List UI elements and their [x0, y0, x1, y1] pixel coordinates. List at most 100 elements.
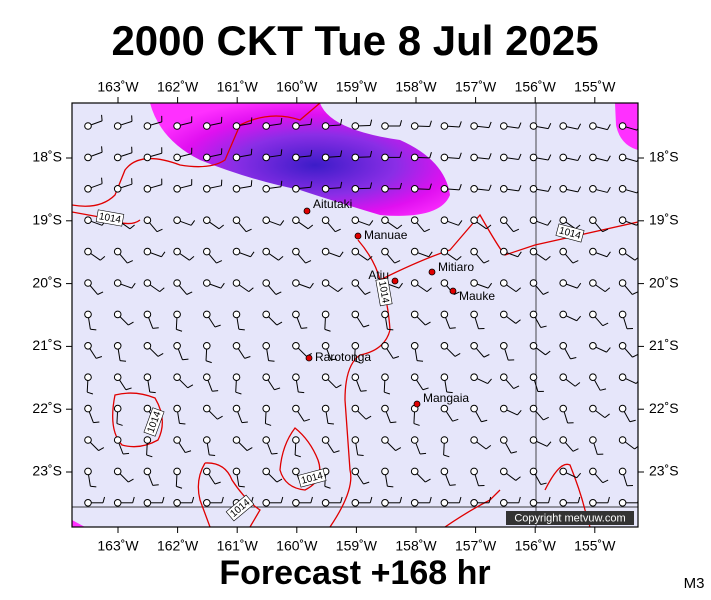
station	[203, 310, 211, 319]
barb-flag	[369, 150, 373, 157]
barb-flag	[246, 447, 253, 452]
copyright-box	[506, 511, 634, 525]
footer: Forecast +168 hr	[219, 554, 490, 592]
station	[351, 216, 360, 224]
station	[382, 531, 389, 538]
station	[559, 153, 568, 162]
station	[232, 342, 241, 350]
station	[440, 467, 449, 476]
barb-flag	[218, 224, 225, 230]
station	[262, 499, 271, 507]
station	[441, 531, 448, 538]
lon-label: 156˚W	[515, 538, 557, 554]
barb-flag	[518, 153, 522, 160]
station	[440, 436, 449, 444]
station	[530, 531, 537, 538]
station	[292, 216, 300, 224]
barb-flag	[429, 152, 432, 159]
station	[618, 373, 627, 382]
isobar-label-text: 1014	[98, 211, 122, 226]
barb-flag	[250, 180, 253, 187]
station	[589, 342, 597, 350]
station	[143, 153, 152, 162]
barb-flag	[238, 485, 245, 488]
barb-flag	[214, 324, 221, 328]
station	[173, 499, 181, 507]
frame	[71, 102, 639, 528]
barb-flag	[101, 114, 103, 121]
barb-flag	[99, 255, 106, 261]
barb-flag	[156, 228, 163, 233]
barb-flag	[542, 291, 549, 295]
barb-flag	[572, 448, 579, 452]
station	[618, 185, 627, 193]
place-label: Rarotonga	[315, 350, 371, 364]
station	[321, 185, 330, 193]
barb-flag	[280, 496, 284, 503]
barb-flag	[125, 387, 132, 391]
station	[618, 153, 627, 162]
lat-label: 19˚S	[32, 212, 62, 228]
station	[410, 122, 419, 130]
station	[529, 373, 538, 382]
station	[292, 467, 300, 476]
barb-flag	[250, 117, 253, 124]
barb-flag	[220, 282, 225, 289]
lon-label: 159˚W	[336, 79, 378, 95]
station	[559, 122, 568, 130]
station	[589, 216, 597, 224]
barb-flag	[636, 536, 640, 541]
barb-flag	[340, 496, 343, 503]
lon-label: 155˚W	[574, 538, 616, 554]
barb-flag	[149, 391, 156, 394]
station	[203, 499, 211, 507]
rain-area	[72, 520, 85, 527]
barb-flag	[545, 255, 551, 261]
station	[351, 436, 360, 444]
barb-flag	[214, 481, 221, 485]
barb-flag	[634, 445, 638, 450]
lon-label: 156˚W	[515, 79, 557, 95]
station	[589, 499, 597, 507]
barb-flag	[428, 251, 433, 258]
barb-flag	[396, 224, 403, 230]
station	[381, 153, 389, 162]
barb-flag	[238, 328, 245, 331]
station	[262, 247, 271, 256]
station	[173, 467, 181, 476]
lon-label: 163˚W	[97, 79, 139, 95]
barb-flag	[547, 185, 552, 192]
barb-flag	[90, 485, 97, 488]
station	[618, 279, 627, 287]
barb-flag	[420, 452, 427, 455]
barb-flag	[458, 184, 462, 191]
station	[410, 216, 419, 224]
barb-flag	[271, 452, 278, 455]
barb-flag	[607, 496, 610, 503]
barb-flag	[387, 328, 394, 331]
barb-flag	[235, 391, 242, 395]
station	[143, 279, 152, 287]
barb-flag	[244, 356, 251, 359]
barb-flag	[446, 391, 453, 394]
barb-flag	[278, 255, 284, 261]
barb-flag	[398, 282, 403, 289]
barb-shaft	[504, 534, 514, 545]
lat-label: 23˚S	[32, 463, 62, 479]
barb-flag	[368, 220, 374, 226]
barb-flag	[632, 291, 638, 295]
map-area	[72, 103, 640, 545]
isobar-label-box	[375, 277, 393, 307]
station	[113, 467, 122, 476]
barb-flag	[634, 256, 638, 261]
place-label: Mangaia	[423, 391, 469, 405]
station	[173, 404, 181, 413]
barb-flag	[176, 485, 183, 489]
station	[292, 153, 300, 162]
station	[203, 373, 211, 382]
station	[84, 185, 92, 193]
place-dot	[428, 268, 436, 276]
station	[440, 216, 449, 224]
station	[529, 153, 538, 162]
station	[381, 467, 389, 476]
